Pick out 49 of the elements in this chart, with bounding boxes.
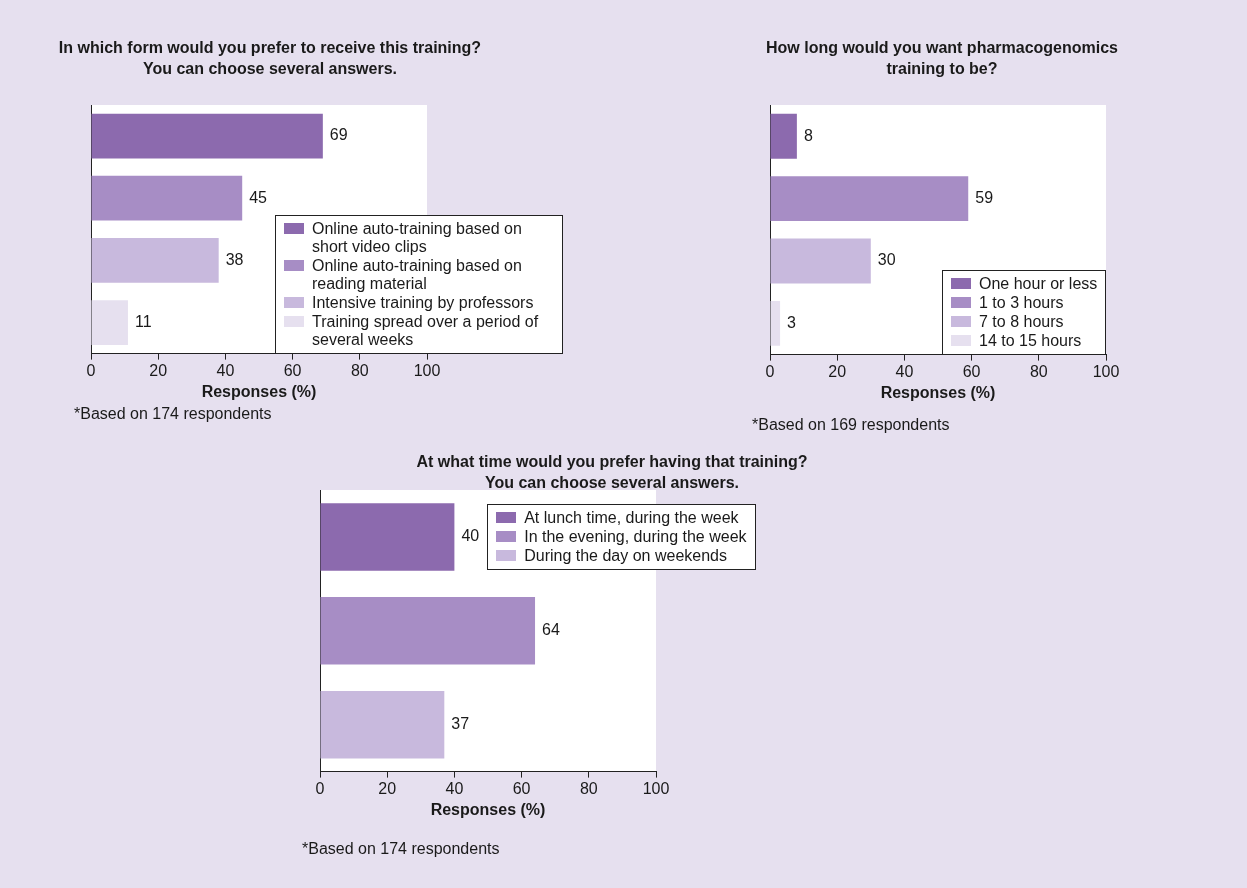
x-tick-label: 40 [445,779,464,797]
data-label: 30 [877,251,896,269]
text: *Based on 169 respondents [752,416,950,434]
data-label: 11 [134,312,152,330]
legend-label: Intensive training by professors [311,293,534,312]
data-label: 8 [803,126,813,144]
legend-label: Online auto-training based on reading material [311,256,523,293]
legend-label: 7 to 8 hours [979,312,1064,331]
chart-title: At what time would you prefer having that training? You can choose several answers. [415,452,809,493]
x-tick-label: 80 [1029,362,1048,380]
legend-label: 1 to 3 hours [979,293,1064,312]
data-label: 69 [329,126,348,144]
legend-label: 14 to 15 hours [979,331,1082,350]
legend-label: In the evening, during the week [524,528,747,546]
x-tick-label: 60 [512,779,531,797]
x-axis-title: Responses (%) [430,800,546,818]
x-tick-label: 40 [216,361,235,379]
chart-title: In which form would you prefer to receive this training? You can choose several answers. [57,38,483,79]
x-tick-label: 20 [828,362,847,380]
x-tick-label: 100 [642,779,670,797]
x-tick-label: 0 [765,362,775,380]
text: *Based on 174 respondents [302,840,500,858]
data-label: 37 [451,715,470,733]
text: *Based on 174 respondents [74,405,272,423]
x-tick-label: 80 [350,361,369,379]
data-label: 40 [461,527,480,545]
x-tick-label: 0 [86,361,96,379]
x-tick-label: 20 [149,361,168,379]
x-tick-label: 60 [283,361,302,379]
legend-label: Online auto-training based on short video clips [311,219,523,256]
x-tick-label: 40 [895,362,914,380]
legend-label: One hour or less [979,274,1098,293]
data-label: 59 [975,189,994,207]
x-tick-label: 80 [579,779,598,797]
chart-title: How long would you want pharmacogenomics training to be? [765,38,1119,79]
x-axis-title: Responses (%) [880,383,996,401]
x-tick-label: 100 [413,361,441,379]
x-tick-label: 60 [962,362,981,380]
legend-label: At lunch time, during the week [524,509,739,527]
x-tick-label: 100 [1092,362,1120,380]
data-label: 64 [542,621,560,639]
x-tick-label: 20 [378,779,397,797]
legend-label: During the day on weekends [524,547,727,565]
data-label: 3 [787,313,797,331]
data-label: 38 [225,250,244,268]
x-tick-label: 0 [315,779,325,797]
data-label: 45 [249,188,268,206]
x-axis-title: Responses (%) [201,382,317,400]
legend-label: Training spread over a period of several weeks [311,312,540,349]
